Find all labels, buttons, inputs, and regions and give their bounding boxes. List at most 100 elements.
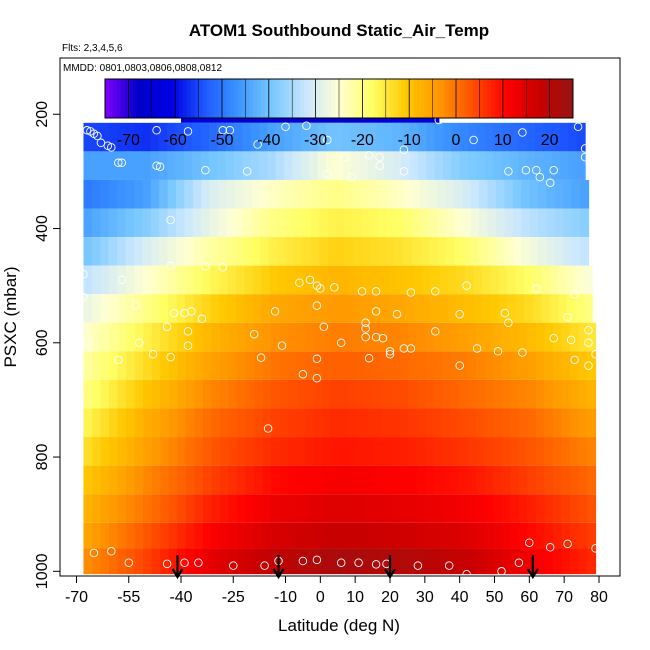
heatmap-cell bbox=[254, 548, 264, 575]
heatmap-cell bbox=[434, 122, 444, 152]
heatmap-cell bbox=[538, 208, 548, 238]
colorbar-frame bbox=[104, 78, 574, 119]
heatmap-cell bbox=[234, 208, 245, 238]
heatmap-cell bbox=[260, 237, 270, 266]
heatmap-cell bbox=[296, 379, 306, 409]
heatmap-cell bbox=[428, 208, 438, 238]
colorbar-segment bbox=[475, 79, 480, 118]
heatmap-cell bbox=[339, 494, 349, 523]
heatmap-cell bbox=[143, 465, 153, 495]
heatmap-cell bbox=[392, 122, 402, 152]
heatmap-cell bbox=[217, 122, 227, 152]
heatmap-cell bbox=[399, 322, 409, 352]
colorbar-segment bbox=[553, 79, 558, 118]
heatmap-cell bbox=[552, 548, 562, 575]
heatmap-cell bbox=[141, 122, 151, 152]
heatmap-cell bbox=[373, 522, 383, 549]
heatmap-cell bbox=[237, 408, 247, 438]
heatmap-cell bbox=[220, 465, 230, 495]
colorbar-tick-label: -30 bbox=[304, 132, 327, 149]
pressure-layer bbox=[83, 548, 597, 575]
heatmap-cell bbox=[490, 294, 500, 323]
heatmap-cell bbox=[303, 294, 313, 323]
heatmap-cell bbox=[407, 522, 417, 549]
heatmap-cell bbox=[313, 494, 324, 523]
heatmap-cell bbox=[493, 437, 503, 466]
heatmap-cell bbox=[245, 465, 255, 495]
heatmap-cell bbox=[495, 237, 505, 266]
heatmap-cell bbox=[100, 548, 110, 575]
heatmap-cell bbox=[209, 179, 219, 209]
data-point bbox=[532, 284, 541, 293]
heatmap-cell bbox=[467, 322, 477, 352]
colorbar-segment bbox=[253, 79, 258, 118]
heatmap-cell bbox=[411, 208, 421, 238]
pressure-layer bbox=[83, 379, 597, 409]
heatmap-cell bbox=[518, 408, 528, 438]
y-tick-label: 600 bbox=[34, 329, 51, 356]
heatmap-cell bbox=[339, 408, 349, 438]
heatmap-cell bbox=[143, 379, 153, 409]
heatmap-cell bbox=[437, 179, 447, 209]
data-point bbox=[183, 341, 193, 350]
heatmap-cell bbox=[217, 151, 227, 180]
heatmap-cell bbox=[117, 408, 127, 438]
heatmap-cell bbox=[252, 265, 263, 295]
heatmap-cell bbox=[83, 379, 93, 409]
heatmap-cell bbox=[219, 265, 229, 295]
heatmap-cell bbox=[141, 151, 151, 180]
heatmap-cell bbox=[407, 465, 417, 495]
heatmap-cell bbox=[108, 208, 118, 238]
heatmap-cell bbox=[416, 379, 426, 409]
colorbar-segment bbox=[561, 79, 566, 118]
heatmap-cell bbox=[319, 208, 329, 238]
heatmap-cell bbox=[356, 379, 366, 409]
chart-title: ATOM1 Southbound Static_Air_Temp bbox=[189, 21, 489, 40]
heatmap-cell bbox=[407, 322, 417, 352]
colorbar-segment bbox=[487, 79, 492, 118]
heatmap-cell bbox=[177, 522, 187, 549]
heatmap-cell bbox=[109, 437, 119, 466]
heatmap-cell bbox=[320, 265, 330, 295]
heatmap-cell bbox=[504, 208, 514, 238]
heatmap-cell bbox=[83, 179, 93, 209]
heatmap-cell bbox=[515, 265, 525, 295]
heatmap-cell bbox=[356, 548, 366, 575]
heatmap-cell bbox=[91, 294, 102, 323]
data-point bbox=[364, 151, 374, 160]
heatmap-cell bbox=[184, 237, 194, 266]
heatmap-cell bbox=[407, 351, 417, 380]
colorbar-segment bbox=[424, 79, 430, 118]
colorbar-segment bbox=[229, 79, 235, 118]
heatmap-cell bbox=[493, 465, 503, 495]
heatmap-cell bbox=[495, 208, 505, 238]
heatmap-cell bbox=[568, 151, 578, 180]
heatmap-cell bbox=[245, 408, 255, 438]
heatmap-cell bbox=[403, 208, 413, 238]
heatmap-cell bbox=[551, 151, 561, 180]
heatmap-cell bbox=[493, 379, 503, 409]
heatmap-cell bbox=[378, 237, 388, 266]
heatmap-cell bbox=[237, 522, 247, 549]
heatmap-cell bbox=[561, 465, 571, 495]
data-point bbox=[107, 547, 116, 556]
pressure-layer bbox=[83, 408, 597, 438]
heatmap-cell bbox=[183, 151, 193, 180]
data-point bbox=[357, 287, 367, 296]
x-tick-label: -10 bbox=[274, 589, 297, 606]
heatmap-cell bbox=[578, 322, 588, 352]
colorbar-segment bbox=[526, 79, 531, 118]
heatmap-cell bbox=[176, 179, 186, 209]
heatmap-cell bbox=[245, 322, 255, 352]
heatmap-cell bbox=[470, 237, 480, 266]
heatmap-cell bbox=[116, 122, 126, 152]
heatmap-cell bbox=[529, 208, 539, 238]
x-tick-label: 30 bbox=[416, 589, 434, 606]
colorbar-segment bbox=[268, 79, 274, 118]
heatmap-cell bbox=[134, 294, 144, 323]
heatmap-cell bbox=[373, 351, 383, 380]
heatmap-cell bbox=[518, 351, 528, 380]
heatmap-cell bbox=[586, 379, 597, 409]
heatmap-cell bbox=[484, 122, 494, 152]
heatmap-cell bbox=[243, 208, 253, 238]
